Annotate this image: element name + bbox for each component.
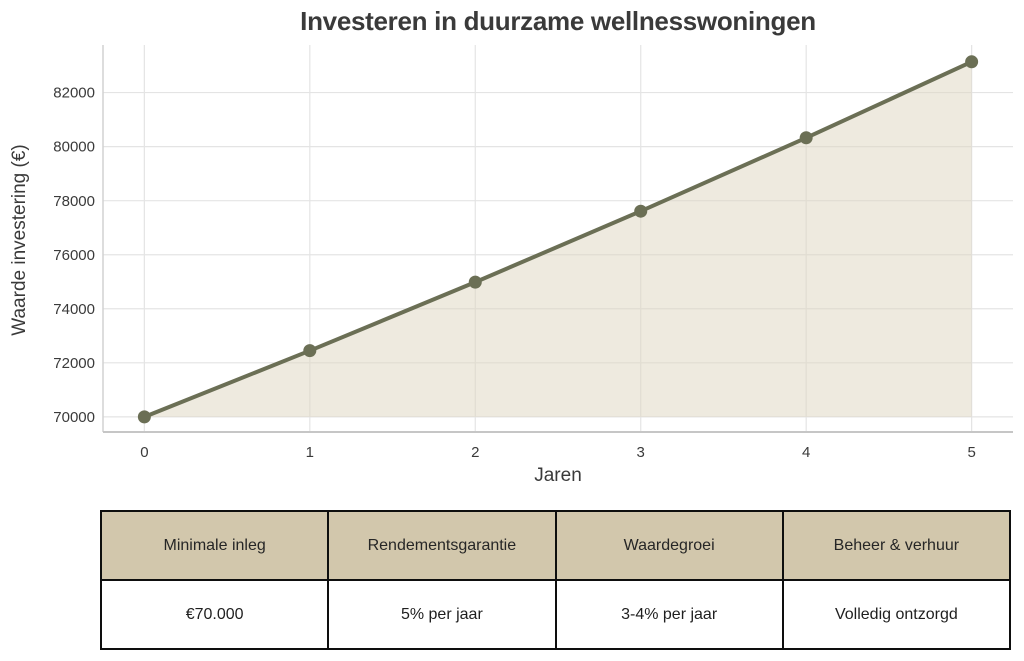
table-value-rendementsgarantie: 5% per jaar [327, 579, 557, 650]
x-tick-label: 0 [140, 444, 148, 461]
y-tick-label: 78000 [53, 193, 95, 210]
table-value-minimale-inleg: €70.000 [99, 579, 330, 650]
table-header-waardegroei: Waardegroei [554, 510, 784, 581]
investment-terms-table: Minimale inleg Rendementsgarantie Waarde… [99, 510, 1012, 650]
x-axis-label: Jaren [534, 465, 582, 486]
y-tick-label: 80000 [53, 139, 95, 156]
data-point [634, 204, 648, 218]
table-header-minimale-inleg: Minimale inleg [99, 510, 330, 581]
table-body-row: €70.000 5% per jaar 3-4% per jaar Volled… [99, 579, 1012, 650]
table-header-rendementsgarantie: Rendementsgarantie [327, 510, 557, 581]
data-point [799, 131, 813, 145]
y-tick-label: 82000 [53, 85, 95, 102]
table-value-waardegroei: 3-4% per jaar [554, 579, 784, 650]
investment-growth-chart: 70000 72000 74000 76000 78000 80000 82000 0 1 2 3 4… [9, 45, 1013, 486]
data-point [303, 344, 317, 358]
table-value-beheer-verhuur: Volledig ontzorgd [781, 579, 1012, 650]
y-tick-label: 72000 [53, 355, 95, 372]
chart-title: Investeren in duurzame wellnesswoningen [300, 6, 816, 36]
table-header-row: Minimale inleg Rendementsgarantie Waarde… [99, 510, 1012, 581]
x-tick-label: 3 [637, 444, 645, 461]
axis-spines [102, 45, 1013, 433]
data-point [965, 55, 979, 69]
data-point [137, 410, 151, 424]
y-tick-label: 76000 [53, 247, 95, 264]
area-fill [144, 61, 972, 417]
y-tick-label: 70000 [53, 409, 95, 426]
table-header-beheer-verhuur: Beheer & verhuur [781, 510, 1012, 581]
y-tick-label: 74000 [53, 301, 95, 318]
x-tick-label: 2 [471, 444, 479, 461]
x-tick-label: 4 [802, 444, 810, 461]
series-line [142, 59, 974, 419]
x-tick-label: 5 [967, 444, 975, 461]
x-tick-label: 1 [306, 444, 314, 461]
tick-label-layer: 70000 72000 74000 76000 78000 80000 82000 0 1 2 3 4… [53, 85, 976, 461]
data-point [468, 275, 482, 289]
series-layer [137, 55, 979, 424]
y-axis-label: Waarde investering (€) [9, 144, 30, 335]
